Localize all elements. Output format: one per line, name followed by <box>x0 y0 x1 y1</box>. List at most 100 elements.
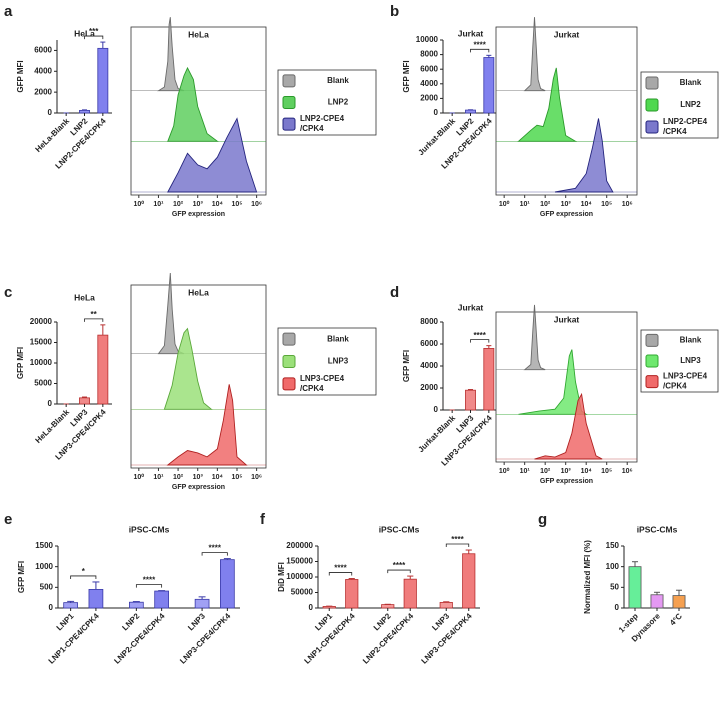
bar <box>672 595 686 609</box>
chart-title: Jurkat <box>458 28 484 38</box>
chart-title: HeLa <box>188 29 209 39</box>
bar <box>345 579 359 609</box>
significance-bracket <box>470 339 490 343</box>
legend-label: Blank <box>327 76 349 85</box>
y-tick-label: 100000 <box>286 572 313 581</box>
y-tick-label: 8000 <box>420 50 438 59</box>
y-tick-label: 15000 <box>30 338 53 347</box>
x-tick-label: 10⁰ <box>499 200 510 208</box>
x-tick-label: 10⁶ <box>251 201 262 208</box>
density-curve <box>167 117 258 193</box>
legend-label: Blank <box>327 334 349 343</box>
legend-swatch <box>282 74 296 88</box>
legend-label: Blank <box>680 78 702 87</box>
x-axis-label: GFP expression <box>172 211 225 218</box>
significance-bracket <box>135 584 163 588</box>
bar <box>628 566 642 609</box>
x-tick-label: 10⁵ <box>601 468 612 475</box>
bar <box>88 589 104 609</box>
x-tick-label: 10² <box>173 201 184 208</box>
density-curve <box>523 304 546 371</box>
x-tick-label: 4°C <box>668 611 684 627</box>
x-tick-label: 10⁰ <box>134 473 145 481</box>
panel-label: d <box>390 284 399 301</box>
significance-bracket <box>328 572 353 576</box>
x-tick-label: 10⁴ <box>581 201 593 208</box>
x-tick-label: 10⁴ <box>212 474 224 481</box>
y-axis-label: GFP MFI <box>402 60 411 92</box>
plot-frame <box>495 26 638 196</box>
plot-frame <box>130 284 267 469</box>
chart-title: Jurkat <box>554 314 580 324</box>
x-tick-label: 10⁰ <box>499 467 510 475</box>
y-tick-label: 2000 <box>420 94 438 103</box>
legend-swatch <box>282 377 296 391</box>
significance-label: **** <box>208 544 221 553</box>
bar <box>403 578 417 609</box>
bar <box>483 347 495 411</box>
significance-bracket <box>387 569 411 574</box>
bar <box>381 604 395 609</box>
x-tick-label: 10¹ <box>153 474 164 481</box>
chart-title: Jurkat <box>554 29 580 39</box>
significance-label: **** <box>473 40 486 49</box>
y-tick-label: 50000 <box>291 588 314 597</box>
legend-label: LNP3 <box>680 356 701 365</box>
legend-label: LNP2-CPE4/CPK4 <box>663 117 708 136</box>
x-tick-label: 10⁵ <box>231 474 242 481</box>
bar <box>462 553 476 609</box>
bar <box>154 590 169 609</box>
y-tick-label: 100 <box>606 562 620 571</box>
legend-label: LNP3-CPE4/CPK4 <box>300 374 345 393</box>
panel-label: g <box>538 511 547 528</box>
legend-label: Blank <box>680 335 702 344</box>
x-tick-label: LNP3 <box>186 611 207 632</box>
chart-title: HeLa <box>188 287 209 297</box>
x-tick-label: 10⁴ <box>212 201 224 208</box>
legend-swatch <box>645 354 659 368</box>
y-tick-label: 4000 <box>420 79 438 88</box>
panel-label: e <box>4 511 12 528</box>
bar <box>465 389 476 411</box>
chart-title: iPSC-CMs <box>379 524 420 534</box>
y-tick-label: 10000 <box>30 358 53 367</box>
bar <box>465 109 476 114</box>
x-tick-label: 10⁴ <box>581 468 593 475</box>
x-tick-label: 10² <box>540 468 551 475</box>
y-tick-label: 0 <box>309 603 314 612</box>
x-tick-label: 10¹ <box>153 201 164 208</box>
x-tick-label: Jurkat-Blank <box>416 413 457 454</box>
bar <box>79 109 90 114</box>
significance-bracket <box>201 552 228 556</box>
legend-swatch <box>645 375 659 389</box>
chart-title: HeLa <box>74 28 95 38</box>
density-curve <box>554 118 614 193</box>
y-tick-label: 8000 <box>420 317 438 326</box>
y-axis-label: Normalized MFI (%) <box>583 540 592 614</box>
bar <box>483 57 495 114</box>
y-tick-label: 0 <box>615 603 620 612</box>
panel-label: f <box>260 511 266 528</box>
bar <box>194 598 210 609</box>
significance-bracket <box>84 318 104 322</box>
significance-bracket <box>445 543 470 548</box>
significance-bracket <box>470 48 490 53</box>
bar <box>650 594 664 609</box>
chart-title: iPSC-CMs <box>637 524 678 534</box>
x-tick-label: HeLa-Blank <box>34 407 72 445</box>
y-axis-label: GFP MFI <box>17 561 26 593</box>
x-tick-label: 10³ <box>193 201 204 208</box>
panel-label: b <box>390 3 399 20</box>
x-tick-label: 10⁶ <box>622 201 633 208</box>
x-tick-label: 10³ <box>561 201 572 208</box>
y-tick-label: 6000 <box>34 46 52 55</box>
y-tick-label: 10000 <box>416 35 439 44</box>
y-tick-label: 150000 <box>286 557 313 566</box>
bar <box>220 559 235 609</box>
density-curve <box>167 66 219 142</box>
legend-swatch <box>282 117 296 131</box>
density-curve <box>534 392 603 460</box>
significance-label: **** <box>473 331 486 340</box>
density-curve <box>166 384 248 466</box>
